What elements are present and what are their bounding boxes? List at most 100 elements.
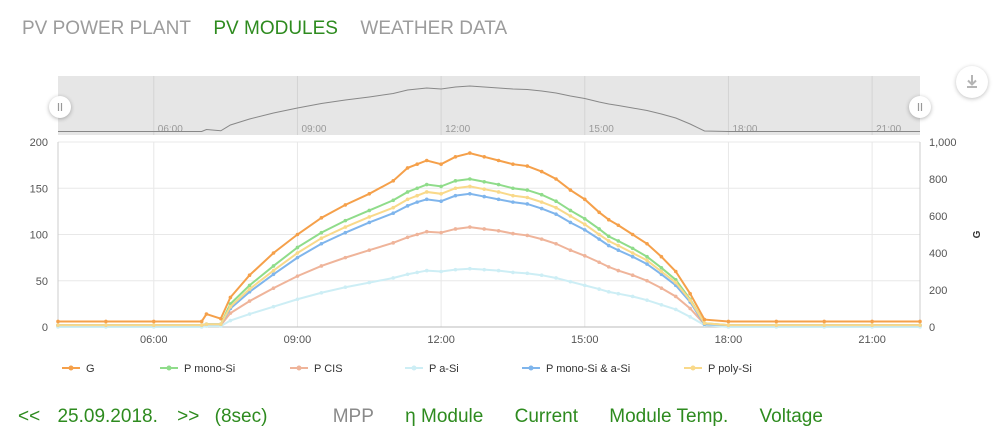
series-point	[391, 179, 396, 183]
series-point	[582, 253, 587, 258]
series-point	[319, 230, 324, 235]
series-point	[539, 200, 544, 204]
legend-swatch-marker	[411, 365, 417, 371]
series-point	[439, 184, 443, 189]
series-point	[525, 233, 530, 238]
series-point	[468, 266, 472, 271]
series-point	[439, 199, 443, 203]
series-point	[424, 158, 429, 163]
series-line-2	[58, 226, 920, 328]
range-handle-left-icon	[57, 103, 63, 111]
series-point	[367, 220, 372, 225]
series-point	[702, 321, 707, 326]
navigator-tick-label: 15:00	[589, 124, 614, 135]
x-tick-label: 15:00	[571, 334, 599, 346]
legend-label: G	[86, 363, 95, 375]
series-point	[616, 268, 621, 273]
series-point	[271, 268, 276, 273]
series-point	[645, 298, 649, 302]
legend-label: P mono-Si	[184, 363, 235, 375]
series-point	[582, 197, 587, 202]
series-point	[319, 216, 324, 220]
series-point	[539, 206, 544, 211]
series-point	[568, 214, 573, 218]
legend-label: P mono-Si & a-Si	[546, 363, 630, 375]
series-point	[597, 260, 601, 265]
series-point	[568, 248, 573, 253]
y-right-tick-label: 800	[929, 174, 947, 186]
series-point	[539, 169, 544, 174]
series-point	[645, 241, 649, 246]
series-point	[204, 312, 209, 316]
series-point	[673, 294, 678, 299]
series-point	[645, 262, 649, 266]
download-icon	[967, 75, 977, 88]
series-point	[774, 319, 779, 324]
series-point	[199, 319, 204, 324]
range-handle-left[interactable]	[49, 96, 71, 118]
metric-mpp[interactable]: MPP	[332, 406, 374, 427]
metric-current[interactable]: Current	[514, 406, 578, 427]
y-right-tick-label: 400	[929, 248, 947, 260]
series-point	[415, 270, 419, 275]
series-point	[597, 232, 601, 237]
series-point	[597, 210, 601, 215]
series-point	[367, 248, 372, 253]
series-point	[659, 269, 664, 274]
tab-weather-data[interactable]: WEATHER DATA	[360, 18, 508, 39]
series-point	[104, 323, 108, 327]
series-point	[343, 230, 348, 235]
y-left-tick-label: 0	[42, 322, 48, 334]
current-date: 25.09.2018.	[57, 406, 158, 427]
series-point	[415, 232, 419, 237]
series-point	[367, 280, 372, 285]
series-point	[673, 307, 678, 312]
series-point	[511, 231, 515, 236]
series-point	[511, 193, 515, 198]
tab-pv-power-plant[interactable]: PV POWER PLANT	[22, 18, 191, 39]
series-point	[597, 287, 601, 291]
x-tick-label: 09:00	[284, 334, 312, 346]
series-point	[56, 319, 60, 324]
series-point	[918, 323, 922, 327]
series-point	[439, 162, 443, 166]
series-point	[391, 198, 396, 203]
series-point	[405, 190, 410, 194]
series-point	[424, 229, 429, 234]
y-left-tick-label: 150	[30, 183, 48, 195]
metric-voltage[interactable]: Voltage	[759, 406, 823, 427]
y-right-axis-label: G	[972, 230, 983, 238]
series-point	[496, 268, 501, 273]
series-point	[630, 251, 635, 255]
series-point	[582, 216, 587, 221]
series-point	[247, 273, 252, 277]
series-point	[511, 162, 515, 166]
series-point	[554, 199, 558, 203]
series-point	[870, 323, 874, 327]
navigator-tick-label: 12:00	[445, 124, 470, 135]
series-point	[468, 151, 472, 155]
series-point	[645, 258, 649, 263]
series-point	[415, 193, 419, 198]
series-point	[151, 319, 156, 324]
metric-module-temp[interactable]: Module Temp.	[609, 406, 729, 427]
prev-date-button[interactable]: <<	[18, 406, 41, 427]
series-point	[525, 271, 530, 276]
series-point	[606, 239, 611, 243]
series-point	[554, 205, 558, 210]
series-line-5	[58, 185, 920, 327]
series-point	[688, 298, 692, 302]
tab-pv-modules[interactable]: PV MODULES	[213, 18, 338, 39]
series-point	[525, 164, 530, 168]
download-button[interactable]	[956, 66, 988, 98]
navigator-tick-label: 21:00	[876, 124, 901, 135]
metric-eta-module[interactable]: η Module	[405, 406, 484, 427]
series-point	[822, 319, 827, 324]
range-handle-right[interactable]	[909, 96, 931, 118]
pv-modules-chart: 06:00 09:00 12:00 15:00 18:00 21:00 0 50 100 150 2…	[30, 76, 983, 375]
series-point	[247, 283, 252, 288]
series-point	[228, 311, 233, 315]
series-point	[391, 241, 396, 245]
next-date-button[interactable]: >>	[177, 406, 200, 427]
series-point	[630, 294, 635, 299]
